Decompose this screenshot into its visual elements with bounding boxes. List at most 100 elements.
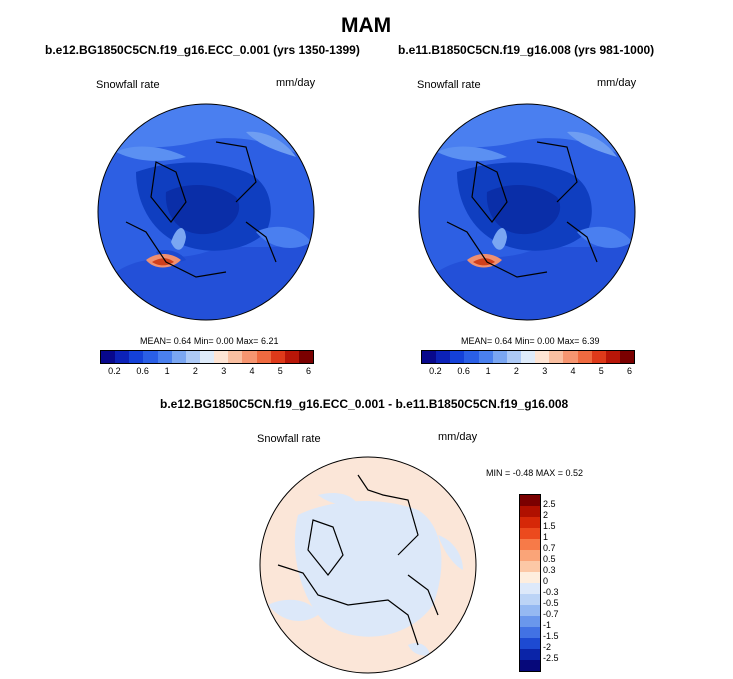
colorbar-swatch [492,351,507,363]
colorbar-swatch [520,605,540,616]
colorbar-tick-label: 6 [627,366,633,376]
colorbar-tick-label: 0.3 [543,565,556,575]
colorbar-swatch [520,627,540,638]
colorbar-tick-label: 0.6 [136,366,149,376]
colorbar-swatch [436,351,451,363]
colorbar-swatch [242,351,257,363]
colorbar-tick-label: -0.5 [543,598,559,608]
colorbar-swatch [228,351,243,363]
left-colorbar [100,350,314,364]
diff-polar-map [259,456,477,674]
colorbar-swatch [520,660,540,671]
colorbar-swatch [605,351,620,363]
colorbar-swatch [520,583,540,594]
colorbar-swatch [214,351,229,363]
colorbar-swatch [478,351,493,363]
colorbar-swatch [422,351,437,363]
colorbar-swatch [171,351,186,363]
left-max-label: Max= [236,336,259,346]
colorbar-tick-label: 1 [543,532,549,542]
right-mean-value: 0.64 [494,336,513,346]
colorbar-swatch [101,351,116,363]
colorbar-tick-label: -2 [543,642,552,652]
colorbar-swatch [143,351,158,363]
colorbar-swatch [577,351,592,363]
colorbar-swatch [520,638,540,649]
colorbar-swatch [199,351,215,363]
colorbar-tick-label: 4 [570,366,576,376]
diff-units-label: mm/day [438,431,478,443]
colorbar-tick-label: 4 [249,366,255,376]
left-mean-value: 0.64 [173,336,192,346]
right-mean-label: MEAN= [461,336,493,346]
colorbar-tick-label: -1 [543,620,552,630]
left-variable-label: Snowfall rate [96,79,160,91]
colorbar-swatch [298,351,314,363]
colorbar-tick-label: 0.2 [429,366,442,376]
right-stats: MEAN= 0.64 Min= 0.00 Max= 6.39 [461,336,599,346]
colorbar-swatch [520,539,540,550]
colorbar-swatch [520,517,540,528]
diff-colorbar [519,494,541,672]
colorbar-swatch [520,506,540,517]
left-polar-map [97,103,315,321]
colorbar-tick-label: -2.5 [543,653,559,663]
colorbar-tick-label: -0.7 [543,609,559,619]
colorbar-swatch [619,351,635,363]
colorbar-tick-label: 2 [543,510,549,520]
colorbar-tick-label: 3 [221,366,227,376]
colorbar-tick-label: 0.2 [108,366,121,376]
right-max-label: Max= [557,336,580,346]
colorbar-swatch [450,351,465,363]
colorbar-swatch [520,550,540,561]
colorbar-swatch [157,351,172,363]
colorbar-swatch [185,351,200,363]
colorbar-tick-label: -0.3 [543,587,559,597]
colorbar-tick-label: 3 [542,366,548,376]
diff-colorbar-ticks: 2.5 2 1.5 1 0.7 0.5 0.3 0 -0.3 -0.5 -0.7 -1 -1.5 -2 -2… [543,494,583,670]
colorbar-tick-label: 0.7 [543,543,556,553]
colorbar-swatch [535,351,550,363]
right-colorbar [421,350,635,364]
colorbar-swatch [115,351,130,363]
colorbar-swatch [520,594,540,605]
colorbar-tick-label: 5 [598,366,604,376]
right-polar-map [418,103,636,321]
right-colorbar-ticks: 0.2 0.6 1 2 3 4 5 6 [421,366,633,378]
right-min-label: Min= [514,336,535,346]
colorbar-swatch [520,351,536,363]
diff-panel-title: b.e12.BG1850C5CN.f19_g16.ECC_0.001 - b.e… [160,397,569,411]
colorbar-swatch [520,616,540,627]
colorbar-tick-label: 1.5 [543,521,556,531]
colorbar-swatch [520,561,540,572]
colorbar-swatch [549,351,564,363]
left-min-label: Min= [193,336,214,346]
colorbar-swatch [284,351,299,363]
right-max-value: 6.39 [581,336,600,346]
right-panel-title: b.e11.B1850C5CN.f19_g16.008 (yrs 981-100… [398,43,655,57]
colorbar-tick-label: 0.6 [457,366,470,376]
colorbar-swatch [256,351,271,363]
left-min-value: 0.00 [216,336,234,346]
colorbar-swatch [520,649,540,660]
colorbar-swatch [520,528,540,539]
left-stats: MEAN= 0.64 Min= 0.00 Max= 6.21 [140,336,278,346]
left-max-value: 6.21 [260,336,279,346]
left-mean-label: MEAN= [140,336,172,346]
colorbar-swatch [129,351,144,363]
colorbar-swatch [464,351,479,363]
right-units-label: mm/day [597,77,637,89]
right-variable-label: Snowfall rate [417,79,481,91]
colorbar-swatch [591,351,606,363]
right-min-value: 0.00 [537,336,555,346]
colorbar-tick-label: -1.5 [543,631,559,641]
colorbar-swatch [506,351,521,363]
colorbar-tick-label: 0.5 [543,554,556,564]
colorbar-tick-label: 1 [485,366,491,376]
colorbar-swatch [520,495,540,506]
colorbar-tick-label: 5 [277,366,283,376]
colorbar-tick-label: 2 [192,366,198,376]
colorbar-swatch [563,351,578,363]
colorbar-tick-label: 6 [306,366,312,376]
colorbar-tick-label: 0 [543,576,549,586]
